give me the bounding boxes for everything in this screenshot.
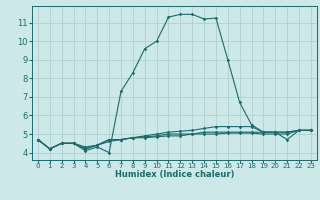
X-axis label: Humidex (Indice chaleur): Humidex (Indice chaleur) [115, 170, 234, 179]
